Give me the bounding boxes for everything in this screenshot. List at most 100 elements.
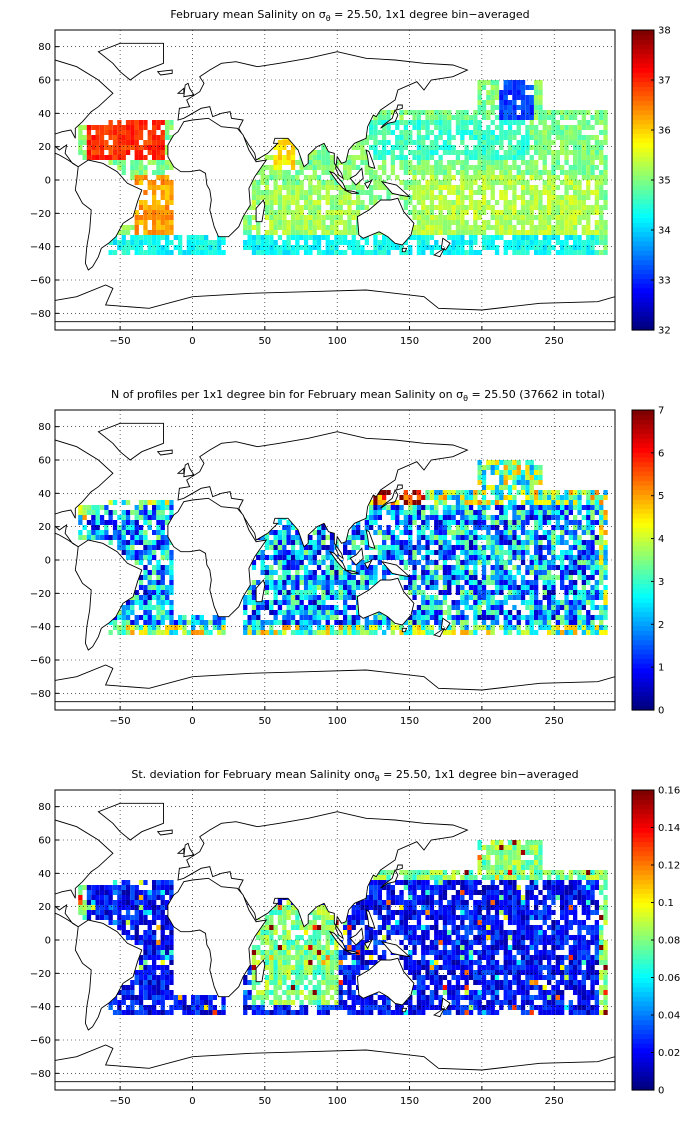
data-cell — [434, 585, 439, 590]
data-cell — [408, 535, 413, 540]
data-cell — [477, 585, 482, 590]
data-cell — [586, 155, 591, 160]
data-cell — [507, 555, 513, 560]
data-cell — [277, 215, 283, 220]
data-cell — [178, 625, 183, 630]
data-cell — [525, 465, 530, 470]
data-cell — [455, 510, 461, 515]
data-cell — [460, 195, 465, 200]
data-cell — [282, 220, 287, 225]
data-cell — [160, 530, 165, 535]
data-cell — [468, 200, 474, 205]
data-cell — [594, 230, 599, 235]
data-cell — [586, 575, 591, 580]
data-cell — [221, 630, 226, 635]
data-cell — [434, 505, 439, 510]
data-cell — [494, 225, 500, 230]
data-cell — [108, 520, 113, 525]
data-cell — [147, 1010, 152, 1015]
data-cell — [460, 215, 465, 220]
data-cell — [160, 175, 165, 180]
data-cell — [507, 120, 513, 125]
data-cell — [481, 155, 487, 160]
data-cell — [121, 225, 126, 230]
data-cell — [152, 625, 157, 630]
data-cell — [269, 575, 274, 580]
data-cell — [503, 550, 508, 555]
data-cell — [560, 505, 565, 510]
data-cell — [169, 980, 174, 985]
data-cell — [460, 560, 465, 565]
data-cell — [256, 625, 261, 630]
data-cell — [377, 500, 382, 505]
data-cell — [347, 605, 352, 610]
data-cell — [264, 245, 270, 250]
data-cell — [95, 130, 100, 135]
data-cell — [547, 620, 552, 625]
data-cell — [403, 125, 408, 130]
data-cell — [590, 590, 595, 595]
data-cell — [290, 535, 296, 540]
data-cell — [312, 170, 317, 175]
data-cell — [408, 180, 413, 185]
data-cell — [121, 540, 126, 545]
coastline — [74, 539, 143, 651]
data-cell — [260, 165, 265, 170]
data-cell — [160, 920, 165, 925]
data-cell — [99, 915, 105, 920]
data-cell — [529, 215, 534, 220]
data-cell — [351, 590, 356, 595]
data-cell — [421, 155, 426, 160]
data-cell — [499, 495, 504, 500]
data-cell — [542, 120, 547, 125]
data-cell — [143, 205, 148, 210]
data-cell — [581, 175, 586, 180]
data-cell — [442, 250, 448, 255]
data-cell — [169, 955, 174, 960]
data-cell — [542, 150, 547, 155]
data-cell — [316, 200, 322, 205]
data-cell — [121, 605, 126, 610]
data-cell — [277, 145, 283, 150]
data-cell — [256, 220, 261, 225]
data-cell — [178, 1005, 183, 1010]
data-cell — [160, 535, 165, 540]
data-cell — [160, 540, 165, 545]
colorbar-swatch — [632, 555, 654, 561]
data-cell — [551, 580, 556, 585]
data-cell — [277, 155, 283, 160]
data-cell — [269, 1010, 274, 1015]
data-cell — [412, 175, 417, 180]
data-cell — [408, 245, 413, 250]
data-cell — [599, 510, 604, 515]
data-cell — [603, 600, 608, 605]
data-cell — [282, 565, 287, 570]
data-cell — [165, 955, 170, 960]
data-cell — [455, 125, 461, 130]
data-cell — [477, 150, 482, 155]
data-cell — [464, 550, 469, 555]
data-cell — [91, 535, 96, 540]
data-cell — [165, 135, 170, 140]
data-cell — [221, 240, 226, 245]
data-cell — [329, 180, 335, 185]
data-cell — [447, 580, 452, 585]
coastline — [55, 664, 615, 703]
data-cell — [534, 465, 539, 470]
data-cell — [321, 610, 326, 615]
data-cell — [455, 220, 461, 225]
data-cell — [373, 575, 378, 580]
data-cell — [160, 160, 165, 165]
data-cell — [208, 1010, 213, 1015]
data-cell — [412, 190, 417, 195]
data-cell — [503, 110, 508, 115]
data-cell — [364, 170, 369, 175]
colorbar-swatch — [632, 128, 654, 134]
data-cell — [160, 165, 165, 170]
data-cell — [425, 180, 430, 185]
data-cell — [217, 625, 222, 630]
data-cell — [130, 165, 135, 170]
data-cell — [364, 205, 369, 210]
data-cell — [564, 595, 569, 600]
data-cell — [425, 550, 430, 555]
